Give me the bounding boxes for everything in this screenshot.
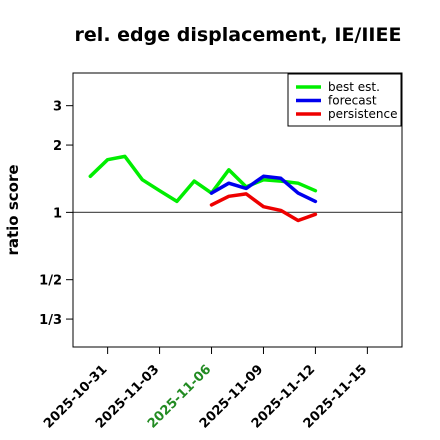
legend-entry: best est.	[328, 80, 380, 94]
chart-title: rel. edge displacement, IE/IIEE	[74, 24, 402, 46]
legend-entry: persistence	[328, 107, 397, 121]
series-line-persistence	[209, 192, 318, 223]
series-line-forecast	[209, 174, 318, 204]
y-axis-label: ratio score	[4, 164, 22, 255]
plot-frame	[72, 72, 403, 348]
y-tick-label: 2	[53, 139, 62, 154]
y-tick-label: 1/2	[39, 274, 62, 289]
y-tick-label: 1/3	[39, 313, 62, 328]
legend-entry: forecast	[328, 94, 377, 108]
y-tick-label: 3	[53, 100, 62, 115]
y-tick-label: 1	[53, 206, 62, 221]
series-line-best-est	[88, 154, 318, 204]
